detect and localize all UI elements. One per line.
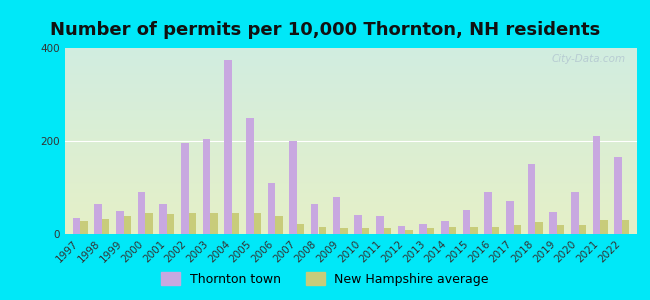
Bar <box>600 220 608 234</box>
Bar <box>275 216 283 234</box>
Bar <box>398 226 405 234</box>
Bar <box>73 218 80 234</box>
Bar <box>210 213 218 234</box>
Bar <box>138 192 145 234</box>
Bar <box>311 204 318 234</box>
Bar <box>419 224 427 234</box>
Bar <box>102 219 109 234</box>
Bar <box>254 213 261 234</box>
Bar <box>340 228 348 234</box>
Bar <box>578 225 586 234</box>
Bar <box>159 204 167 234</box>
Bar <box>318 227 326 234</box>
Bar <box>354 215 362 234</box>
Bar <box>506 200 514 234</box>
Bar <box>167 214 174 234</box>
Bar <box>514 225 521 234</box>
Bar <box>593 136 600 234</box>
Bar <box>535 222 543 234</box>
Bar <box>492 227 499 234</box>
Bar <box>571 192 578 234</box>
Bar <box>622 220 629 234</box>
Bar <box>463 210 470 234</box>
Bar <box>614 157 622 234</box>
Bar <box>80 221 88 234</box>
Bar <box>181 143 188 234</box>
Legend: Thornton town, New Hampshire average: Thornton town, New Hampshire average <box>156 267 494 291</box>
Bar <box>362 228 369 234</box>
Bar <box>384 228 391 234</box>
Bar <box>224 60 232 234</box>
Bar <box>405 230 413 234</box>
Bar <box>124 216 131 234</box>
Bar <box>297 224 304 234</box>
Bar <box>145 213 153 234</box>
Bar <box>232 213 239 234</box>
Bar <box>333 197 340 234</box>
Bar <box>203 139 210 234</box>
Text: City-Data.com: City-Data.com <box>551 54 625 64</box>
Bar <box>289 141 297 234</box>
Bar <box>188 213 196 234</box>
Bar <box>116 211 124 234</box>
Bar <box>427 228 434 234</box>
Bar <box>528 164 535 234</box>
Bar <box>549 212 557 234</box>
Bar <box>557 225 564 234</box>
Bar <box>484 192 492 234</box>
Bar <box>441 221 448 234</box>
Bar <box>470 227 478 234</box>
Text: Number of permits per 10,000 Thornton, NH residents: Number of permits per 10,000 Thornton, N… <box>50 21 600 39</box>
Bar <box>448 227 456 234</box>
Bar <box>94 204 102 234</box>
Bar <box>268 183 275 234</box>
Bar <box>246 118 254 234</box>
Bar <box>376 216 384 234</box>
